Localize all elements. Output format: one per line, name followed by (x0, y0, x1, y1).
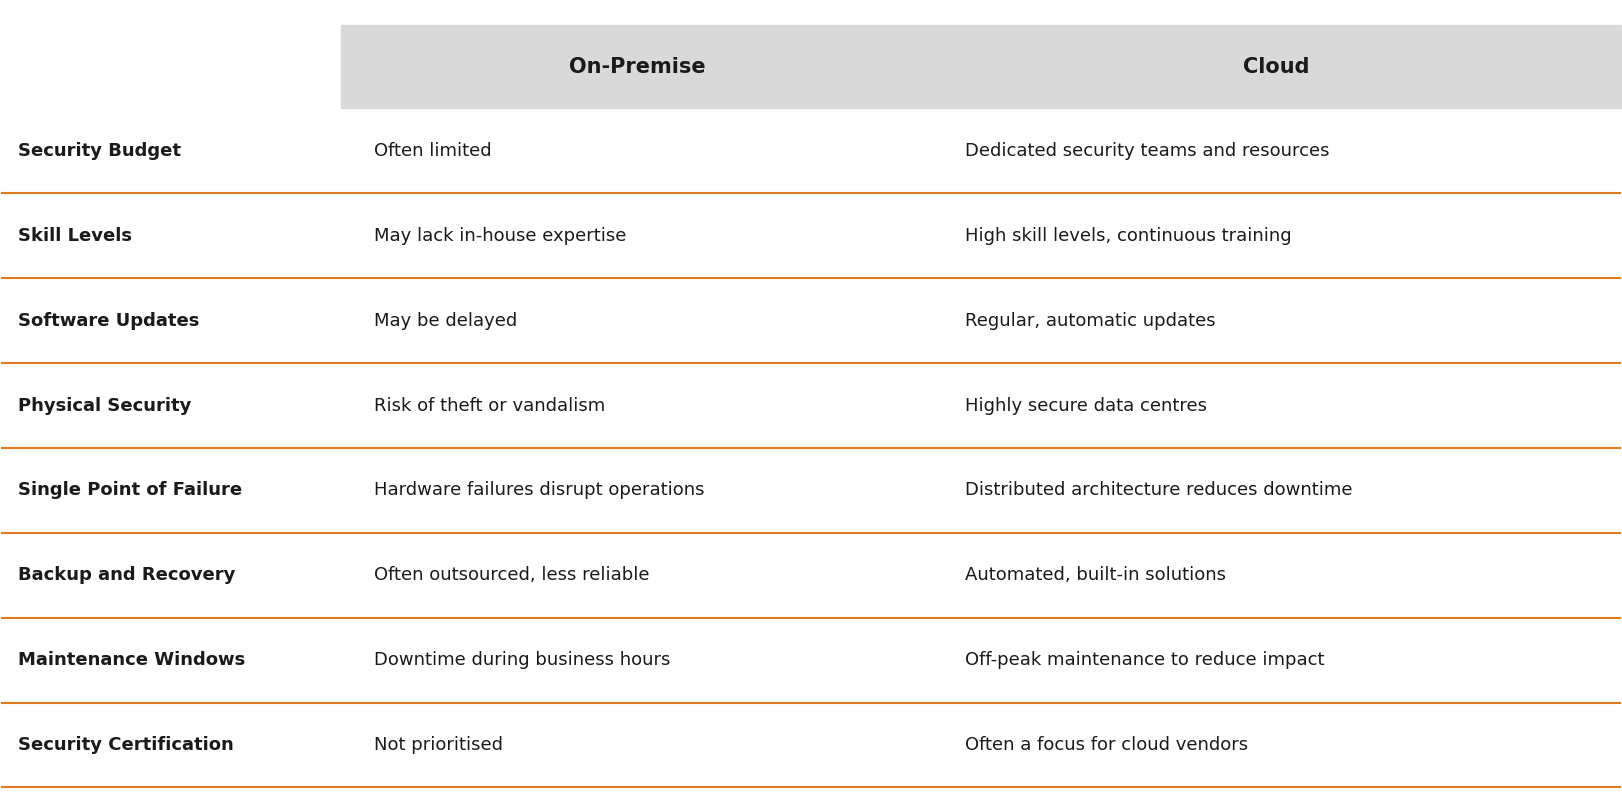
Text: Dedicated security teams and resources: Dedicated security teams and resources (965, 142, 1330, 160)
Text: May be delayed: May be delayed (373, 312, 517, 330)
Text: Software Updates: Software Updates (18, 312, 200, 330)
Text: Maintenance Windows: Maintenance Windows (18, 651, 245, 669)
Text: Not prioritised: Not prioritised (373, 736, 503, 754)
Text: Off-peak maintenance to reduce impact: Off-peak maintenance to reduce impact (965, 651, 1324, 669)
Text: Hardware failures disrupt operations: Hardware failures disrupt operations (373, 482, 704, 499)
Text: Downtime during business hours: Downtime during business hours (373, 651, 670, 669)
Text: Security Certification: Security Certification (18, 736, 234, 754)
Text: Security Budget: Security Budget (18, 142, 180, 160)
Text: Physical Security: Physical Security (18, 396, 191, 415)
Bar (341, 25, 933, 108)
Text: Single Point of Failure: Single Point of Failure (18, 482, 242, 499)
Text: Often outsourced, less reliable: Often outsourced, less reliable (373, 566, 649, 584)
Text: Cloud: Cloud (1244, 57, 1311, 77)
Text: Risk of theft or vandalism: Risk of theft or vandalism (373, 396, 605, 415)
Text: Highly secure data centres: Highly secure data centres (965, 396, 1207, 415)
Text: Often limited: Often limited (373, 142, 491, 160)
Text: Distributed architecture reduces downtime: Distributed architecture reduces downtim… (965, 482, 1353, 499)
Text: Skill Levels: Skill Levels (18, 227, 131, 245)
Text: On-Premise: On-Premise (569, 57, 706, 77)
Text: Backup and Recovery: Backup and Recovery (18, 566, 235, 584)
Text: May lack in-house expertise: May lack in-house expertise (373, 227, 626, 245)
Text: High skill levels, continuous training: High skill levels, continuous training (965, 227, 1291, 245)
Text: Often a focus for cloud vendors: Often a focus for cloud vendors (965, 736, 1247, 754)
Text: Automated, built-in solutions: Automated, built-in solutions (965, 566, 1226, 584)
Text: Regular, automatic updates: Regular, automatic updates (965, 312, 1215, 330)
Bar (933, 25, 1620, 108)
